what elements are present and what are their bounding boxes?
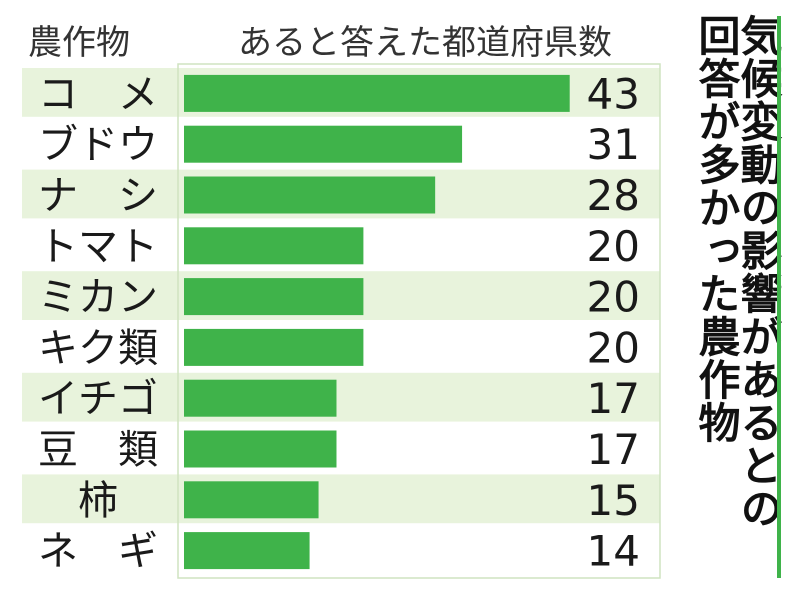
bar <box>184 278 364 316</box>
row-stripe <box>22 372 660 422</box>
bar <box>184 74 570 112</box>
value-label: 43 <box>587 69 640 118</box>
value-label: 20 <box>587 273 640 322</box>
value-label: 31 <box>587 120 640 169</box>
bar <box>184 328 364 366</box>
category-label: ブドウ <box>38 122 158 168</box>
value-label: 14 <box>587 527 640 576</box>
row-stripe <box>22 474 660 524</box>
category-label: 柿 <box>78 478 118 524</box>
title-line-1: 気候変動の影響があるとの <box>734 14 783 530</box>
bar <box>184 481 319 519</box>
value-label: 28 <box>587 171 640 220</box>
bar <box>184 379 337 417</box>
chart-title: 気候変動の影響があるとの 回答が多かった農作物 <box>692 14 783 584</box>
bars <box>184 74 570 570</box>
value-label: 20 <box>587 323 640 372</box>
bar <box>184 532 310 570</box>
title-line-2: 回答が多かった農作物 <box>692 14 741 444</box>
category-label: 豆 類 <box>38 427 158 473</box>
bar-area-frame <box>177 63 661 579</box>
category-label: ナ シ <box>38 173 158 219</box>
category-header: 農作物 <box>28 23 130 63</box>
value-header: あると答えた都道府県数 <box>238 23 612 63</box>
category-label: キク類 <box>38 325 158 371</box>
category-label: ネ ギ <box>38 529 158 575</box>
category-label: ミカン <box>38 275 158 321</box>
title-rule <box>777 16 781 578</box>
category-label: イチゴ <box>38 376 158 422</box>
category-label: コ メ <box>38 71 158 117</box>
bar <box>184 176 436 214</box>
bar <box>184 430 337 468</box>
value-label: 17 <box>587 374 640 423</box>
value-label: 20 <box>587 222 640 271</box>
value-label: 17 <box>587 425 640 474</box>
bar <box>184 125 463 163</box>
bar <box>184 227 364 265</box>
value-label: 15 <box>587 476 640 525</box>
category-label: トマト <box>38 224 158 270</box>
